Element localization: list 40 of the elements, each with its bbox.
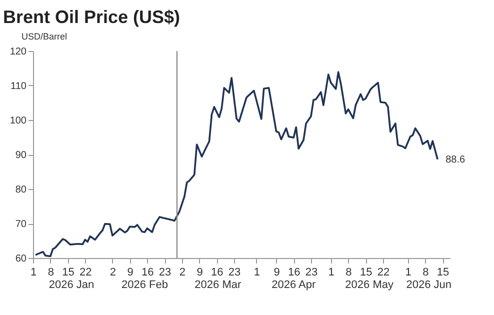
x-tick-label: 16 — [142, 266, 154, 278]
x-tick-label: 9 — [274, 266, 280, 278]
text: 2026 Feb — [121, 279, 168, 291]
x-tick-label: 23 — [228, 266, 241, 278]
x-tick-label: 15 — [360, 266, 372, 278]
x-tick-label: 23 — [305, 266, 318, 278]
y-tick-label: 100 — [10, 116, 27, 126]
x-tick-label: 23 — [158, 266, 172, 278]
line-series — [34, 71, 438, 258]
y-tick-label: 110 — [10, 81, 27, 92]
x-tick-label: 16 — [211, 266, 224, 278]
x-tick-label: 16 — [288, 266, 300, 278]
x-tick-label: 22 — [377, 266, 390, 278]
text: 2026 May — [345, 279, 394, 291]
x-tick-label: 2 — [179, 266, 186, 278]
x-tick-label: 9 — [127, 266, 134, 278]
y-tick-label: 70 — [15, 219, 27, 230]
x-tick-label: 1 — [405, 266, 412, 278]
text: 2026 Jan — [48, 279, 94, 291]
x-tick-label: 1 — [328, 266, 334, 278]
x-tick-label: 8 — [422, 266, 429, 278]
y-tick-label: 90 — [15, 150, 27, 161]
x-tick-label: 1 — [30, 266, 37, 278]
x-tick-label: 8 — [48, 266, 54, 278]
y-tick-label: 80 — [15, 184, 27, 196]
y-axis-title: USD/Barrel — [22, 32, 68, 42]
x-tick-label: 2 — [110, 266, 116, 278]
x-tick-label: 15 — [62, 266, 74, 278]
x-tick-label: 22 — [80, 266, 92, 278]
text: 2026 Jun — [406, 279, 452, 291]
text: 2026 Apr — [272, 279, 316, 291]
text: 2026 Mar — [194, 279, 242, 291]
chart-title: Brent Oil Price (US$) — [3, 7, 180, 27]
y-tick-label: 60 — [15, 254, 27, 264]
x-tick-label: 8 — [346, 266, 352, 278]
data-label: 88.6 — [446, 154, 466, 166]
y-tick-label: 120 — [10, 46, 27, 58]
x-tick-label: 15 — [436, 266, 450, 278]
x-tick-label: 9 — [196, 266, 203, 278]
x-tick-label: 1 — [254, 266, 260, 278]
